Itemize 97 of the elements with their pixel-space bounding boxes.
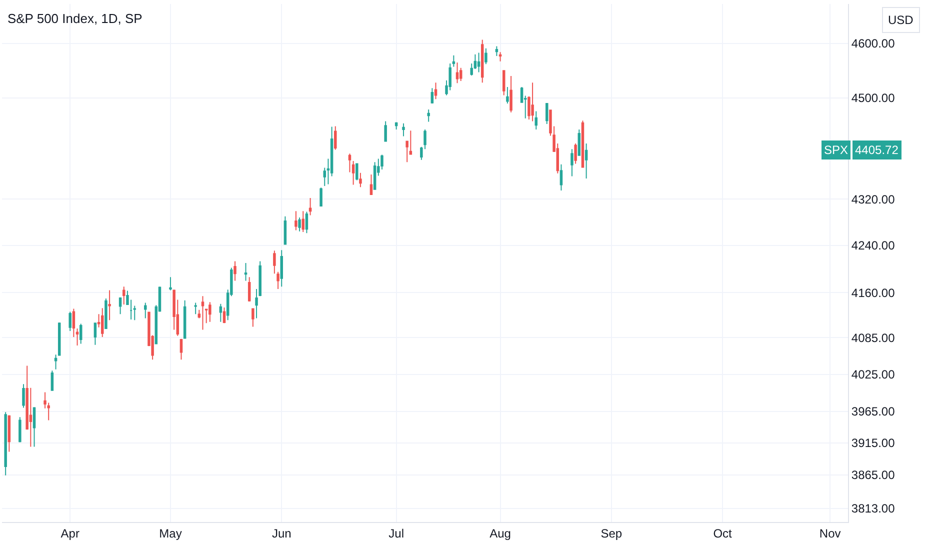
candlestick — [222, 307, 226, 324]
candlestick — [169, 276, 172, 291]
candlestick — [180, 338, 183, 360]
candlestick — [244, 262, 248, 282]
candlestick — [570, 148, 574, 177]
candlestick — [248, 276, 251, 302]
x-tick-label: Oct — [713, 526, 733, 540]
text: S&P 500 Index, 1D, SP — [7, 10, 142, 26]
candlestick — [308, 197, 312, 216]
candlestick — [76, 328, 79, 346]
annotation: SPX — [824, 143, 848, 157]
candlestick — [273, 250, 276, 274]
candlestick — [32, 406, 36, 448]
candlestick — [194, 302, 197, 315]
y-tick-label: 3915.00 — [851, 436, 896, 450]
candlestick — [359, 172, 362, 188]
candlestick — [320, 187, 322, 208]
text: 4405.72 — [855, 143, 899, 157]
y-tick-label: 3965.00 — [851, 404, 896, 419]
candlestick — [402, 122, 405, 137]
candlestick — [183, 300, 186, 339]
candlestick — [280, 250, 283, 288]
y-tick-label: 4085.00 — [851, 330, 896, 345]
candlestick — [133, 305, 136, 321]
candlestick — [574, 143, 577, 164]
candlestick — [477, 52, 480, 73]
candlestick — [201, 296, 204, 330]
candlestick — [276, 271, 280, 290]
y-tick-label: 4600.00 — [851, 36, 896, 51]
x-tick-label: Sep — [600, 526, 622, 540]
candlestick — [305, 211, 308, 234]
candlestick — [531, 82, 534, 122]
candlestick — [502, 70, 506, 96]
candlestick — [484, 48, 488, 65]
candlestick — [118, 296, 122, 315]
candlestick — [384, 120, 387, 142]
candlestick — [50, 370, 54, 391]
candlestick — [4, 412, 7, 476]
candlestick — [94, 322, 97, 346]
candlestick — [534, 110, 538, 130]
candlestick — [506, 86, 509, 104]
x-tick-label: Aug — [490, 526, 511, 540]
candlestick — [100, 308, 104, 338]
candlestick — [144, 302, 147, 319]
candlestick — [18, 416, 22, 443]
candlestick — [456, 62, 459, 84]
candlestick — [72, 308, 76, 338]
candlestick — [334, 126, 337, 150]
y-tick-label: 4160.00 — [851, 286, 896, 300]
candlestick — [452, 54, 456, 68]
candlestick — [373, 162, 376, 190]
candlestick — [234, 260, 236, 282]
x-tick-label: Nov — [819, 526, 841, 540]
candlestick — [510, 76, 512, 113]
candlestick — [198, 309, 201, 319]
candlestick — [108, 290, 111, 321]
y-tick-label: 3865.00 — [851, 468, 896, 482]
candlestick — [480, 39, 484, 84]
candlestick — [370, 174, 373, 196]
candlestick — [252, 308, 254, 328]
x-tick-label: Apr — [60, 526, 80, 540]
candlestick — [448, 63, 452, 91]
y-tick-label: 4320.00 — [851, 192, 896, 206]
candlestick — [427, 109, 430, 122]
candlestick — [498, 52, 502, 62]
y-tick-label: 4025.00 — [851, 367, 896, 382]
x-tick-label: Jun — [272, 526, 292, 540]
candlestick — [298, 217, 301, 232]
candlestick — [495, 46, 498, 56]
y-tick-label: 4240.00 — [851, 238, 896, 253]
candlestick — [284, 216, 287, 245]
candlestick — [584, 143, 588, 180]
text: USD — [888, 13, 914, 27]
candlestick — [394, 122, 398, 130]
candlestick — [294, 210, 298, 231]
candlestick — [430, 88, 434, 104]
candlestick — [302, 210, 304, 232]
candlestick — [22, 384, 25, 408]
candlestick — [581, 120, 584, 168]
candlestick — [68, 311, 72, 332]
candlestick — [560, 164, 563, 191]
candlestick — [578, 129, 581, 156]
x-tick-label: Jul — [388, 526, 404, 540]
y-tick-label: 4500.00 — [851, 91, 896, 106]
candlestick — [79, 323, 82, 344]
candlestick — [434, 82, 438, 100]
candlestick — [208, 302, 212, 322]
candlestick — [122, 286, 126, 306]
candlestick — [104, 298, 108, 330]
candlestick — [8, 414, 11, 452]
y-tick-label: 3813.00 — [851, 502, 896, 516]
candlestick — [219, 303, 222, 322]
candlestick — [356, 163, 358, 181]
candlestick — [546, 102, 548, 124]
candlestick — [352, 160, 355, 186]
candlestick — [348, 153, 352, 173]
x-tick-label: May — [159, 526, 182, 540]
